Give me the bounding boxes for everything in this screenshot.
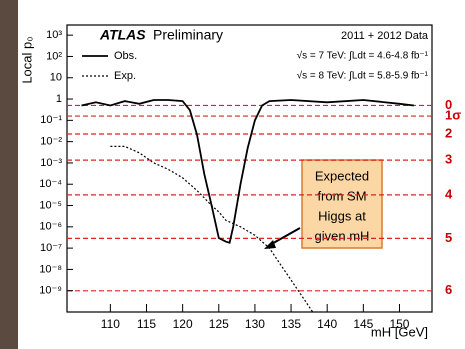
experiment-note: Preliminary <box>153 27 223 43</box>
sigma-label: 1σ <box>445 107 461 122</box>
series-line <box>81 99 415 244</box>
experiment: ATLAS <box>99 27 146 43</box>
data-note: 2011 + 2012 Data <box>341 30 429 42</box>
x-tick-label: 140 <box>317 317 337 331</box>
x-tick-label: 125 <box>209 317 229 331</box>
annotation-line: Higgs at <box>318 208 366 223</box>
y-tick-label: 10⁻⁸ <box>39 263 62 275</box>
sigma-label: 2 <box>445 125 452 140</box>
x-tick-label: 150 <box>389 317 409 331</box>
y-tick-label: 10 <box>50 72 62 84</box>
sigma-label: 4 <box>445 186 453 201</box>
y-tick-label: 10⁻⁶ <box>39 221 62 233</box>
lumi-line: √s = 7 TeV: ∫Ldt = 4.6-4.8 fb⁻¹ <box>297 50 429 62</box>
x-axis-label: mH [GeV] <box>371 324 428 339</box>
annotation-line: from SM <box>317 188 366 203</box>
legend-label: Exp. <box>114 70 136 82</box>
y-tick-label: 10⁻⁴ <box>39 178 62 190</box>
x-tick-label: 145 <box>353 317 373 331</box>
y-tick-label: 10⁻⁹ <box>39 285 62 297</box>
y-tick-label: 10⁻⁷ <box>40 242 62 254</box>
x-tick-label: 135 <box>281 317 301 331</box>
plot-frame <box>66 24 433 313</box>
x-tick-label: 120 <box>173 317 193 331</box>
series-line <box>110 145 314 313</box>
sigma-label: 3 <box>445 152 452 167</box>
x-tick-label: 115 <box>137 317 156 331</box>
lumi-line: √s = 8 TeV: ∫Ldt = 5.8-5.9 fb⁻¹ <box>297 70 429 82</box>
annotation-arrowhead <box>264 240 276 249</box>
y-axis-label: Local p₀ <box>19 36 34 83</box>
y-tick-label: 10⁻² <box>40 136 62 148</box>
y-tick-label: 10⁻⁵ <box>39 199 62 211</box>
sigma-label: 5 <box>445 230 452 245</box>
x-tick-label: 110 <box>101 317 120 331</box>
sigma-label: 0 <box>445 97 452 112</box>
y-tick-label: 10³ <box>46 29 62 41</box>
y-tick-label: 10² <box>46 50 62 62</box>
y-tick-label: 10⁻³ <box>40 157 62 169</box>
legend-label: Obs. <box>114 50 137 62</box>
x-tick-label: 130 <box>245 317 265 331</box>
photo-edge <box>0 0 18 349</box>
sigma-label: 6 <box>445 282 452 297</box>
annotation-line: Expected <box>315 168 369 183</box>
annotation-box <box>301 159 383 249</box>
annotation-line: given mH <box>315 228 370 243</box>
y-tick-label: 10⁻¹ <box>40 114 62 126</box>
y-tick-label: 1 <box>56 93 62 105</box>
